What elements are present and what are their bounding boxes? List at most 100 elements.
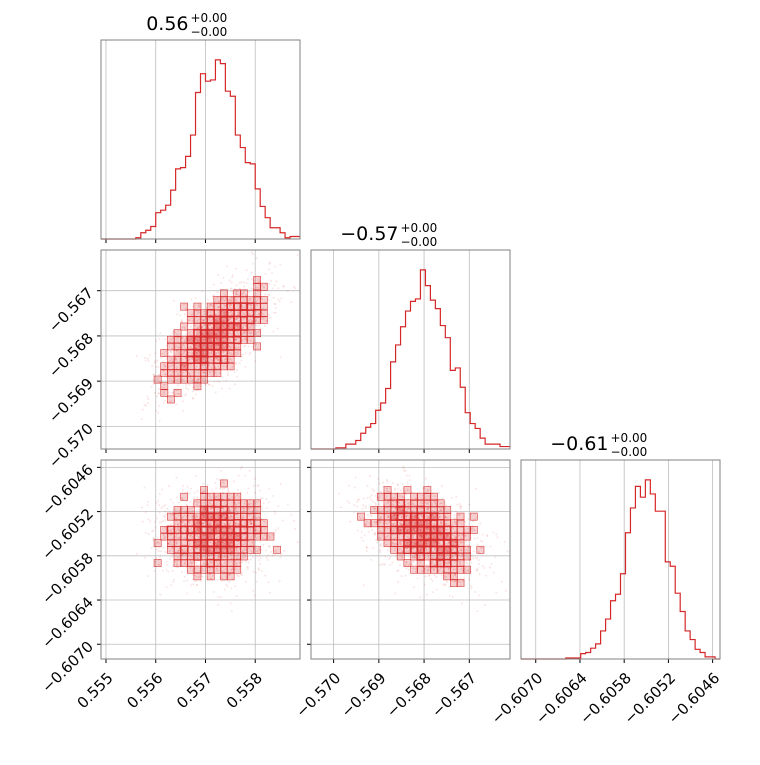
sample-point <box>170 499 172 501</box>
density-cell <box>187 363 194 370</box>
sample-point <box>240 467 242 469</box>
density-cell <box>194 310 201 317</box>
sample-point <box>231 610 233 612</box>
sample-point <box>479 523 481 525</box>
sample-point <box>154 392 156 394</box>
sample-point <box>243 285 245 287</box>
sample-point <box>283 550 285 552</box>
sample-point <box>202 575 204 577</box>
sample-point <box>214 482 216 484</box>
sample-point <box>153 374 155 376</box>
sample-point <box>264 575 266 577</box>
param-title-upper-0: +0.00 <box>191 11 228 25</box>
sample-point <box>149 354 151 356</box>
sample-point <box>171 570 173 572</box>
density-cell <box>174 389 181 396</box>
sample-point <box>219 488 221 490</box>
sample-point <box>376 541 378 543</box>
sample-point <box>265 498 267 500</box>
scatter-panel-2-1 <box>307 460 510 663</box>
sample-point <box>187 388 189 390</box>
sample-point <box>279 580 281 582</box>
sample-point <box>158 388 160 390</box>
sample-point <box>172 392 174 394</box>
sample-point <box>252 571 254 573</box>
sample-point <box>455 511 457 513</box>
sample-point <box>163 515 165 517</box>
sample-point <box>272 555 274 557</box>
sample-point <box>155 410 157 412</box>
sample-point <box>182 400 184 402</box>
sample-point <box>221 580 223 582</box>
sample-point <box>445 504 447 506</box>
sample-point <box>482 534 484 536</box>
sample-point <box>230 602 232 604</box>
density-cell <box>167 376 174 383</box>
sample-point <box>231 276 233 278</box>
density-cell <box>247 546 254 553</box>
density-cell <box>254 330 261 337</box>
sample-point <box>158 504 160 506</box>
sample-point <box>277 527 279 529</box>
density-cell <box>234 546 241 553</box>
sample-point <box>177 384 179 386</box>
sample-point <box>165 514 167 516</box>
sample-point <box>227 489 229 491</box>
param-title-lower-1: −0.00 <box>401 235 438 249</box>
density-cell <box>247 330 254 337</box>
sample-point <box>153 570 155 572</box>
sample-point <box>264 273 266 275</box>
sample-point <box>157 366 159 368</box>
density-cell <box>207 573 214 580</box>
density-cell <box>220 566 227 573</box>
density-cell <box>187 506 194 513</box>
sample-point <box>242 353 244 355</box>
sample-point <box>173 579 175 581</box>
density-cell <box>181 513 188 520</box>
sample-point <box>290 514 292 516</box>
sample-point <box>269 294 271 296</box>
density-cell <box>174 553 181 560</box>
sample-point <box>266 507 268 509</box>
sample-point <box>277 327 279 329</box>
sample-point <box>147 504 149 506</box>
density-cell <box>220 560 227 567</box>
sample-point <box>201 291 203 293</box>
sample-point <box>272 287 274 289</box>
sample-point <box>274 511 276 513</box>
sample-point <box>189 492 191 494</box>
sample-point <box>151 547 153 549</box>
sample-point <box>192 397 194 399</box>
sample-point <box>273 297 275 299</box>
histogram-panel-0: 0.56+0.00−0.00 <box>101 11 300 243</box>
sample-point <box>211 490 213 492</box>
sample-point <box>394 593 396 595</box>
sample-point <box>172 502 174 504</box>
sample-point <box>142 409 144 411</box>
sample-point <box>272 331 274 333</box>
param-title-upper-1: +0.00 <box>401 221 438 235</box>
sample-point <box>241 571 243 573</box>
sample-point <box>248 559 250 561</box>
sample-point <box>268 269 270 271</box>
sample-point <box>290 301 292 303</box>
density-cell <box>154 560 161 567</box>
sample-point <box>195 475 197 477</box>
sample-point <box>250 287 252 289</box>
density-cell <box>181 323 188 330</box>
sample-point <box>164 400 166 402</box>
histogram-line-1 <box>311 270 510 449</box>
density-cell <box>167 396 174 403</box>
sample-point <box>235 268 237 270</box>
sample-point <box>226 265 228 267</box>
sample-point <box>159 512 161 514</box>
sample-point <box>156 549 158 551</box>
sample-point <box>459 503 461 505</box>
density-cell <box>181 553 188 560</box>
density-cell <box>174 343 181 350</box>
density-cell <box>240 290 247 297</box>
sample-point <box>160 521 162 523</box>
sample-point <box>478 559 480 561</box>
sample-point <box>182 489 184 491</box>
